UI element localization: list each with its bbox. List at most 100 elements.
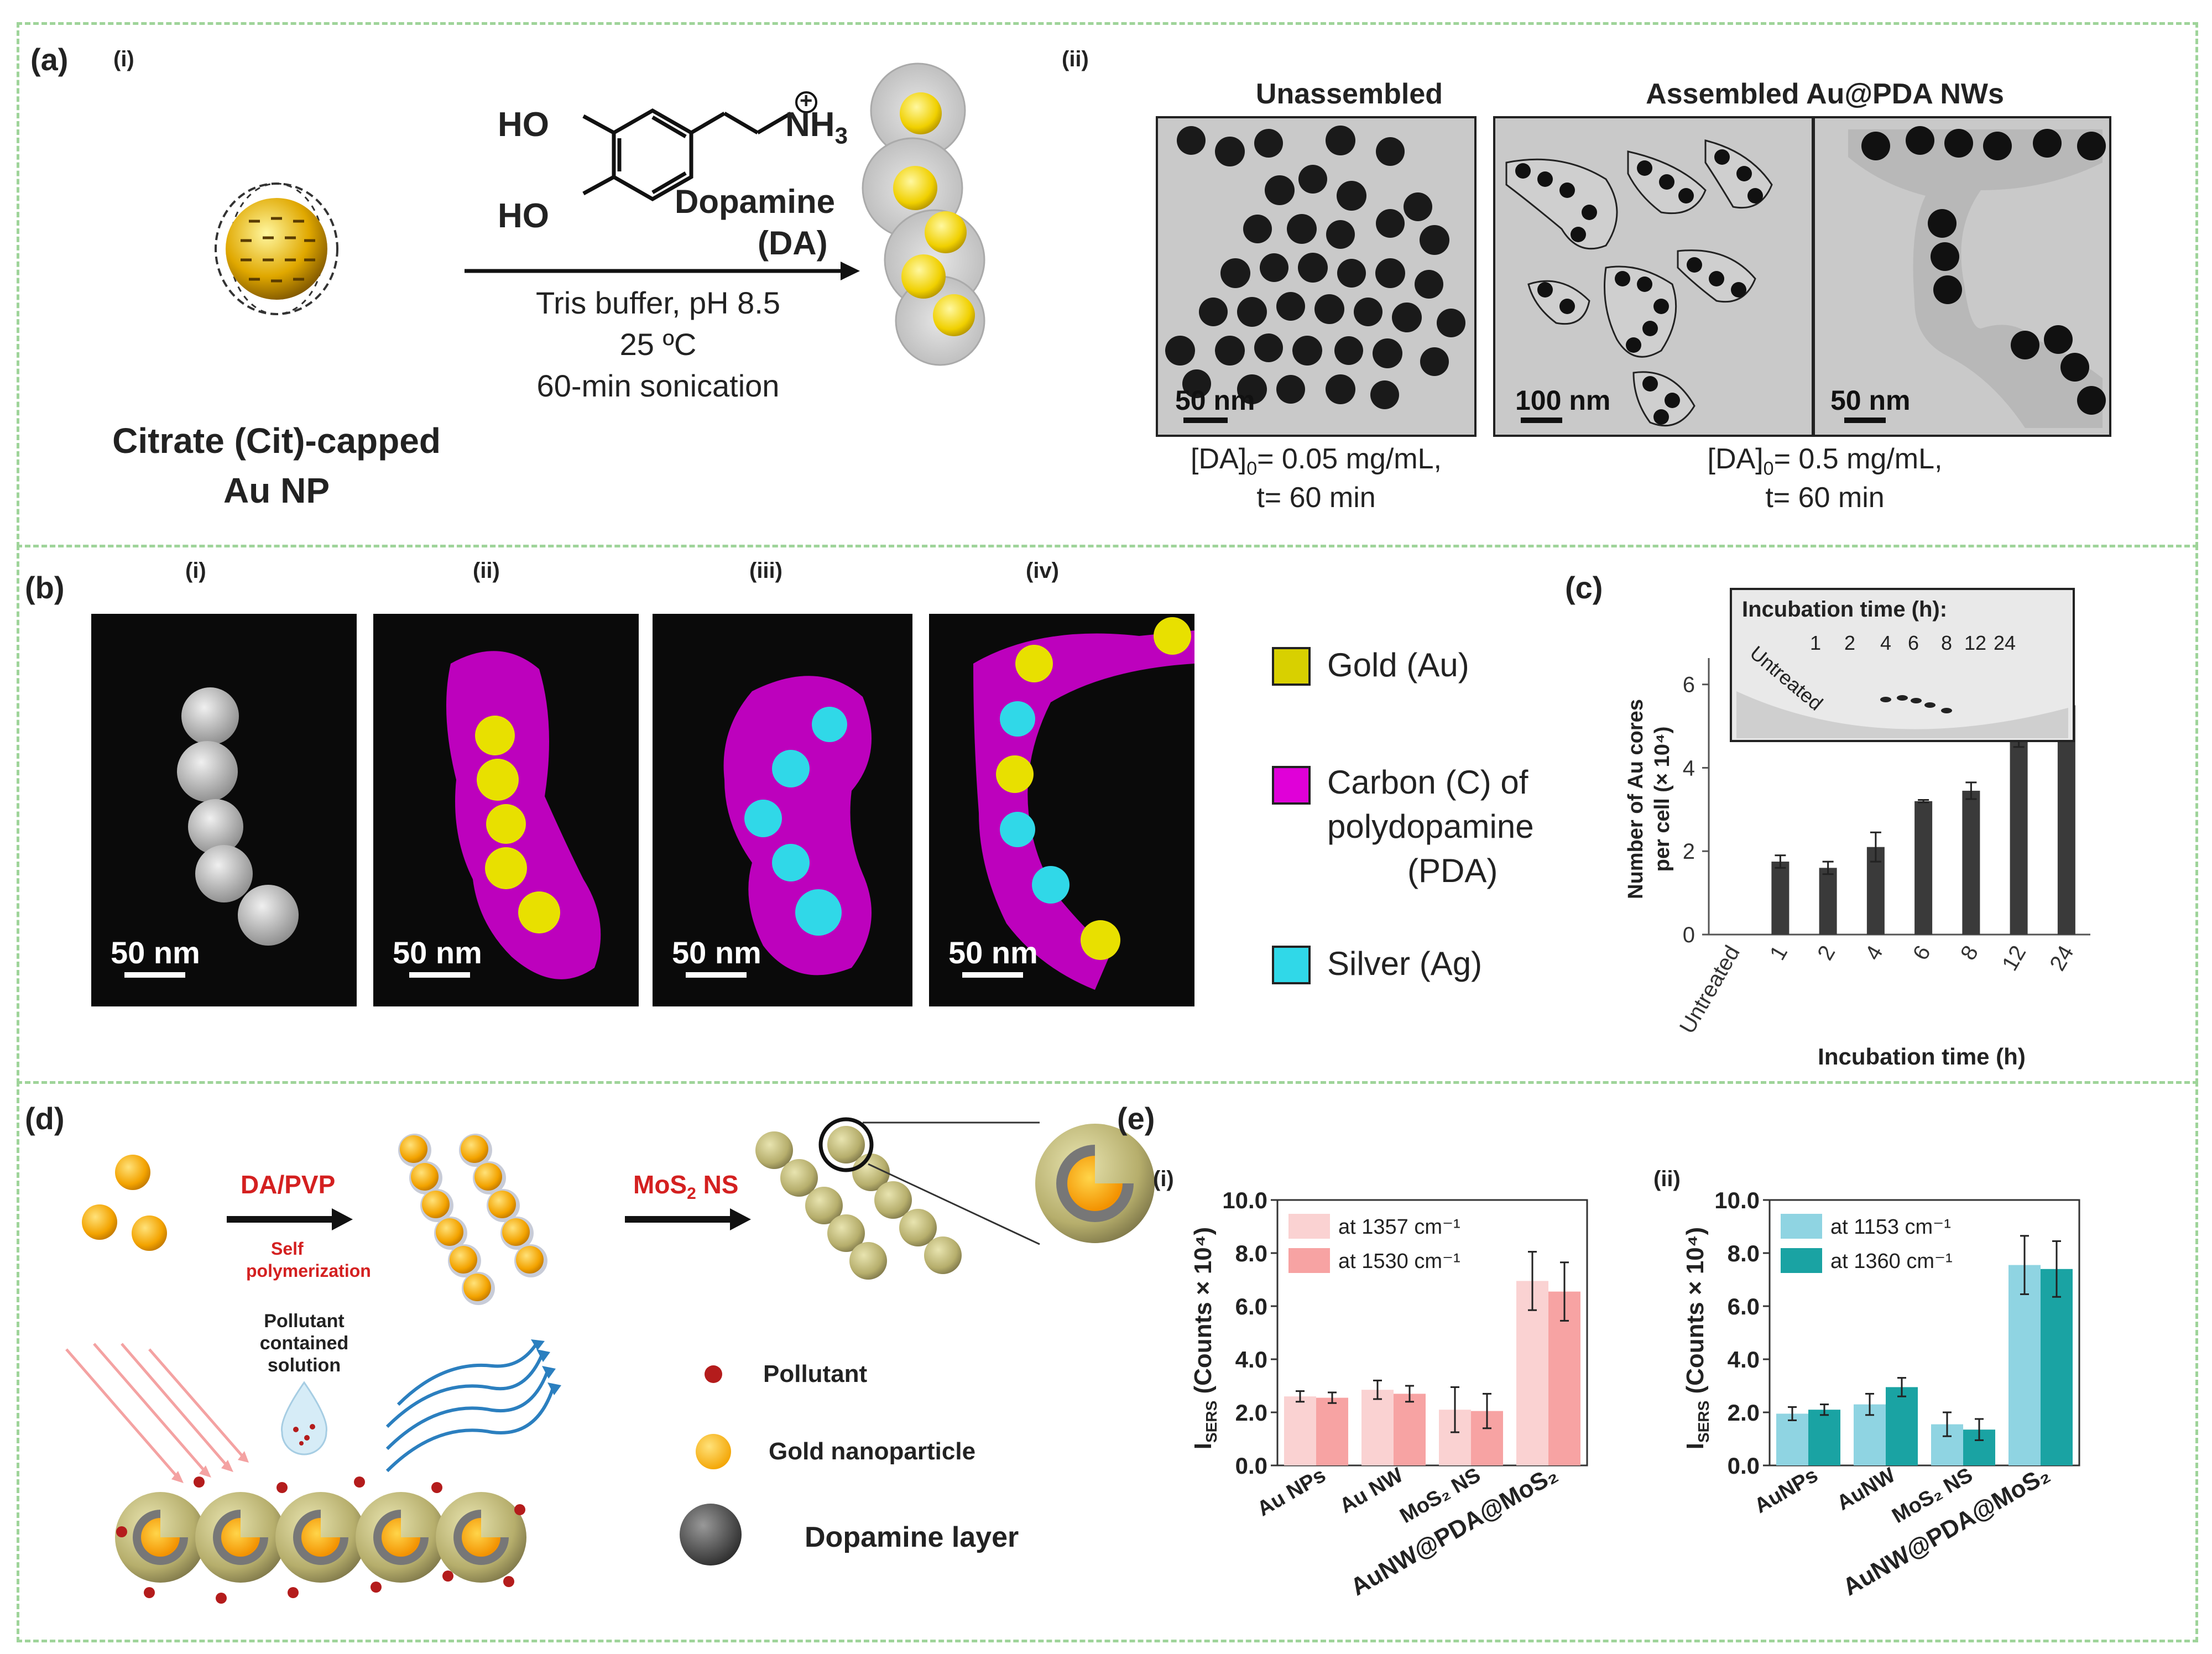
ho-top: HO xyxy=(498,106,549,144)
citrate-au-np-icon xyxy=(215,182,338,315)
y-axis-title-l2: per cell (× 10⁴) xyxy=(1651,727,1674,872)
inset-time-label: 8 xyxy=(1941,632,1952,654)
y-axis-title-l1: Number of Au cores xyxy=(1624,699,1647,899)
au-nanowire-icon xyxy=(398,1134,547,1305)
step2-arrow-icon xyxy=(625,1208,751,1230)
reagent-abbr: (DA) xyxy=(758,225,828,262)
legend-swatch xyxy=(1781,1248,1822,1273)
inset-pellet xyxy=(1911,698,1922,703)
legend-dopamine: Dopamine layer xyxy=(805,1521,1019,1553)
scale-label-b1: 50 nm xyxy=(111,935,200,970)
inset-title: Incubation time (h): xyxy=(1742,597,1947,622)
bar xyxy=(2041,1269,2073,1465)
panel-e-label: (e) xyxy=(1117,1101,1155,1136)
y-tick-label: 6.0 xyxy=(1235,1293,1267,1319)
bar xyxy=(1819,868,1837,935)
bar xyxy=(1361,1390,1394,1465)
y-tick-label: 2.0 xyxy=(1728,1400,1760,1426)
panel-e-sub-ii: (ii) xyxy=(1653,1167,1681,1191)
legend-swatch xyxy=(1288,1214,1330,1239)
tem-image-assembled-50nm xyxy=(1813,116,2111,437)
scale-bar-b3 xyxy=(686,972,747,978)
panel-c-label: (c) xyxy=(1565,570,1603,605)
inset-tubes xyxy=(1736,691,2068,738)
tem-condition-2-line2: t= 60 min xyxy=(1765,482,1885,514)
panel-b-label: (b) xyxy=(25,570,65,605)
condition-3: 60-min sonication xyxy=(536,368,780,403)
dopamine-structure-icon xyxy=(582,91,817,202)
legend-label-carbon-l2: polydopamine xyxy=(1327,808,1534,845)
panel-b-sub-iii: (iii) xyxy=(749,559,782,583)
y-tick-label: 6.0 xyxy=(1728,1293,1760,1319)
scale-bar-2 xyxy=(1521,418,1562,423)
reagent-name: Dopamine xyxy=(675,183,836,220)
step1-label: DA/PVP xyxy=(241,1170,336,1199)
droplet-icon xyxy=(281,1381,327,1455)
eds-map-au-ag-c xyxy=(929,614,1194,1006)
panel-a-sub-i: (i) xyxy=(113,47,134,71)
scale-label-b4: 50 nm xyxy=(948,935,1038,970)
y-axis-title: ISERS (Counts × 10⁴) xyxy=(1682,1227,1712,1449)
x-tick-label: 12 xyxy=(1997,942,2031,975)
step2-label: MoS2 NS xyxy=(633,1170,739,1203)
inset-pellet xyxy=(1880,697,1891,702)
nh3-label: NH3 xyxy=(785,106,848,149)
x-tick-label: 8 xyxy=(1956,942,1983,964)
light-rays-icon xyxy=(65,1343,249,1483)
pollutant-legend-icon xyxy=(705,1365,722,1383)
y-tick-label: 10.0 xyxy=(1714,1187,1760,1213)
legend-swatch-carbon xyxy=(1272,766,1311,805)
x-tick-label: 24 xyxy=(2045,942,2078,975)
x-tick-label: 1 xyxy=(1765,942,1792,964)
tem-image-assembled-100nm xyxy=(1493,116,1814,437)
reaction-arrow-icon xyxy=(465,262,860,280)
tem-title-unassembled: Unassembled xyxy=(1255,78,1443,110)
bar xyxy=(1771,862,1790,935)
x-tick-label: 4 xyxy=(1860,942,1887,964)
pollutant-solution-l3: solution xyxy=(267,1355,341,1376)
scale-label-3: 50 nm xyxy=(1830,385,1911,416)
inset-time-label: 24 xyxy=(1994,632,2016,654)
plot-frame xyxy=(1276,1199,1588,1467)
panel-b-sub-ii: (ii) xyxy=(473,559,500,583)
bar xyxy=(2008,1265,2041,1465)
legend-label: at 1357 cm⁻¹ xyxy=(1338,1215,1460,1239)
panel-a-sub-ii: (ii) xyxy=(1062,47,1089,71)
y-tick-label: 0.0 xyxy=(1235,1453,1267,1479)
condition-1: Tris buffer, pH 8.5 xyxy=(536,285,780,320)
panel-d-label: (d) xyxy=(25,1101,65,1136)
bar xyxy=(1394,1394,1426,1465)
gold-np-icon xyxy=(82,1155,167,1251)
legend-label-gold: Gold (Au) xyxy=(1327,646,1469,683)
y-tick-label: 0 xyxy=(1683,923,1695,947)
scale-label-b2: 50 nm xyxy=(393,935,482,970)
panel-a-label: (a) xyxy=(30,42,69,77)
bar xyxy=(2010,728,2028,935)
x-axis-title: Incubation time (h) xyxy=(1818,1043,2026,1069)
y-tick-label: 4.0 xyxy=(1728,1347,1760,1373)
inset-time-label: 1 xyxy=(1810,632,1821,654)
bar xyxy=(1886,1387,1918,1465)
au-pda-mos2-wire-icon xyxy=(755,1117,1155,1280)
charge-label: + xyxy=(800,88,813,113)
ho-bottom: HO xyxy=(498,197,549,235)
inset-time-label: 2 xyxy=(1844,632,1855,654)
eds-map-au-c xyxy=(373,614,639,1006)
bar xyxy=(2057,705,2075,935)
au-pda-nanowire-icon xyxy=(862,62,985,366)
inset-time-label: 6 xyxy=(1908,632,1919,654)
scale-bar-b2 xyxy=(409,972,470,978)
tem-condition-1-line2: t= 60 min xyxy=(1256,482,1376,514)
y-tick-label: 2.0 xyxy=(1235,1400,1267,1426)
y-tick-label: 8.0 xyxy=(1728,1240,1760,1266)
sensor-nanowire-icon xyxy=(115,1476,526,1604)
tem-title-assembled: Assembled Au@PDA NWs xyxy=(1646,78,2004,110)
gold-np-legend-icon xyxy=(696,1434,731,1469)
legend-label-silver: Silver (Ag) xyxy=(1327,945,1483,982)
scale-bar-b1 xyxy=(124,972,185,978)
scale-bar-3 xyxy=(1844,418,1886,423)
panel-de-border xyxy=(17,1081,2198,1642)
bar xyxy=(1962,790,1980,935)
eds-map-ag-c xyxy=(653,614,912,1006)
